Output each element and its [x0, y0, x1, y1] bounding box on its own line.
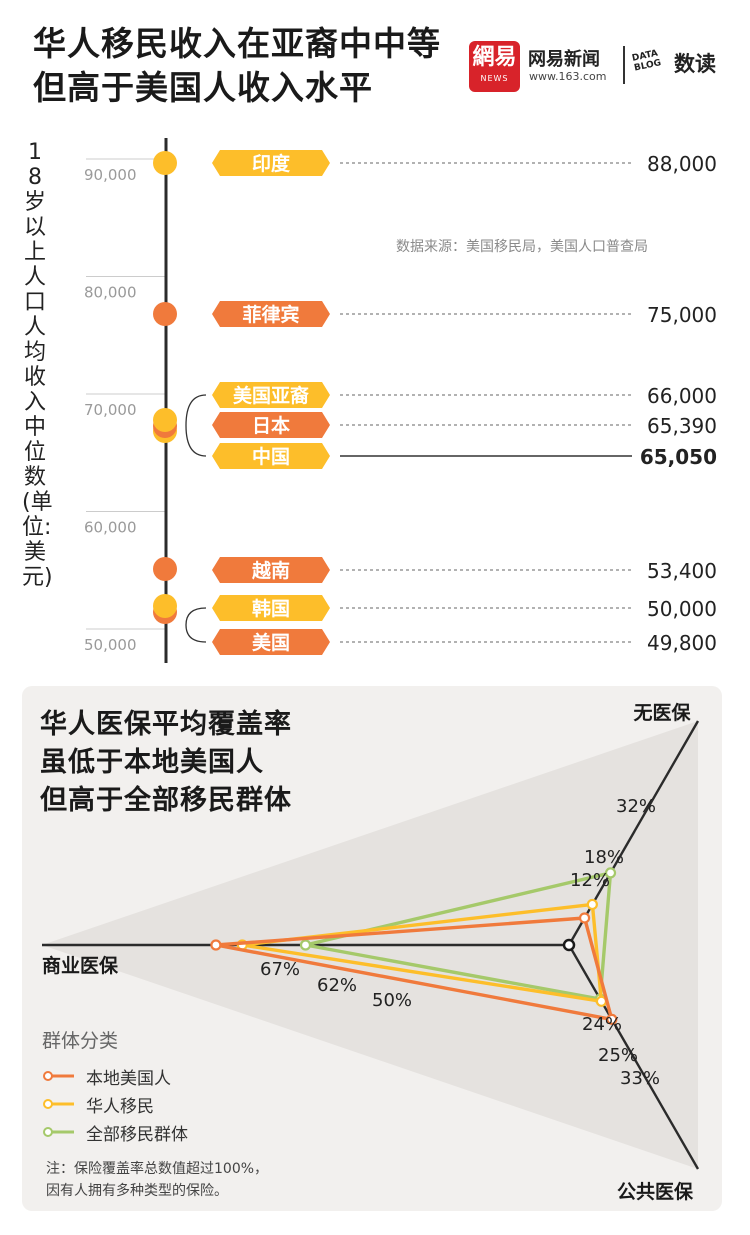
category-tag — [212, 443, 330, 469]
category-tag — [212, 629, 330, 655]
radar-axis-label: 商业医保 — [42, 954, 119, 977]
data-point — [153, 557, 177, 581]
legend-swatch-dot — [43, 1099, 53, 1109]
radar-title-line3: 但高于全部移民群体 — [40, 785, 292, 816]
asian-group-bracket — [185, 394, 207, 457]
radar-series-line — [303, 871, 613, 1001]
radar-axis — [567, 944, 700, 1170]
legend-label: 华人移民 — [86, 1096, 154, 1117]
datablog-logo: DATA BLOG — [631, 48, 662, 74]
insurance-panel: 无医保公共医保 商业医保 12% 33% 67% 18% 25% 62% 32% 24% 50% 华… — [22, 686, 722, 1211]
radar-axis-label: 无医保 — [633, 701, 691, 724]
footnote-line1: 注：保险覆盖率总数值超过100%， — [46, 1161, 269, 1177]
radar-point — [299, 939, 312, 951]
radar-point — [604, 867, 617, 879]
radar-point — [586, 898, 598, 911]
footnote: 注：保险覆盖率总数值超过100%， 因有人拥有多种类型的保险。 — [46, 1158, 268, 1202]
radar-title-line2: 虽低于本地美国人 — [40, 747, 264, 778]
brand-divider — [623, 46, 625, 84]
radar-axis-label: 公共医保 — [617, 1180, 694, 1203]
data-source: 数据来源：美国移民局，美国人口普查局 — [396, 239, 648, 255]
category-tag — [212, 557, 330, 583]
korea-us-bracket — [185, 607, 207, 643]
legend-item: 华人移民 — [42, 1092, 154, 1117]
category-tag — [212, 150, 330, 176]
category-label: 中国 — [252, 445, 290, 468]
legend-swatch — [43, 1127, 74, 1137]
category-label: 韩国 — [252, 597, 290, 620]
value-label: 49,800 — [647, 631, 717, 655]
income-chart: 90,000 80,000 70,000 60,000 50,000 88,000 印度 75… — [84, 138, 717, 663]
footnote-line2: 因有人拥有多种类型的保险。 — [46, 1183, 228, 1199]
legend-swatch — [43, 1099, 74, 1109]
radar-value-label: 32% — [616, 796, 656, 817]
radar-value-label: 50% — [372, 990, 412, 1011]
shudu-label: 数读 — [674, 52, 716, 76]
category-label: 菲律宾 — [242, 303, 299, 326]
radar-point — [578, 912, 591, 924]
value-label: 88,000 — [647, 152, 717, 176]
category-tag — [212, 412, 330, 438]
value-label: 75,000 — [647, 303, 717, 327]
radar-title: 华人医保平均覆盖率 虽低于本地美国人 但高于全部移民群体 — [40, 706, 292, 820]
category-label: 日本 — [252, 414, 290, 437]
legend-item: 全部移民群体 — [42, 1120, 188, 1145]
logo-sub: NEWS — [480, 74, 509, 83]
radar-title-line1: 华人医保平均覆盖率 — [40, 709, 292, 740]
ytick-label: 70,000 — [84, 401, 137, 419]
radar-series-line — [240, 902, 604, 1003]
legend-label: 本地美国人 — [86, 1068, 171, 1089]
radar-value-label: 67% — [260, 959, 300, 980]
radar-value-label: 33% — [620, 1068, 660, 1089]
radar-center — [562, 938, 576, 952]
radar-point — [606, 1013, 618, 1025]
value-label: 66,000 — [647, 384, 717, 408]
value-label: 53,400 — [647, 559, 717, 583]
radar-point — [210, 939, 222, 951]
radar-value-label: 25% — [598, 1045, 638, 1066]
category-tag — [212, 595, 330, 621]
category-label: 美国亚裔 — [233, 384, 309, 407]
value-label: 65,050 — [640, 445, 717, 469]
category-tag — [212, 301, 330, 327]
ytick-label: 50,000 — [84, 636, 137, 654]
legend-item: 本地美国人 — [42, 1064, 171, 1089]
radar-value-label: 24% — [582, 1014, 622, 1035]
page-title-line2: 但高于美国人收入水平 — [33, 68, 373, 107]
brand-name: 网易新闻 — [528, 49, 600, 70]
legend-swatch-dot — [43, 1127, 53, 1137]
netease-logo: 網易 NEWS — [469, 41, 520, 92]
legend-label: 全部移民群体 — [86, 1124, 188, 1145]
legend-title: 群体分类 — [42, 1030, 119, 1052]
legend-swatch-dot — [43, 1071, 53, 1081]
radar-series-line — [214, 916, 614, 1022]
radar-value-label: 18% — [584, 847, 624, 868]
legend-swatch — [43, 1071, 74, 1081]
income-axis-label: 18岁以上人口人均收入中位数(单位:美元) — [22, 140, 53, 590]
value-label: 50,000 — [647, 597, 717, 621]
data-point — [153, 594, 177, 618]
ytick-label: 80,000 — [84, 284, 137, 302]
page-title-line1: 华人移民收入在亚裔中中等 — [33, 24, 441, 63]
data-point — [153, 151, 177, 175]
radar-value-label: 12% — [570, 870, 610, 891]
category-label: 越南 — [251, 559, 290, 582]
value-label: 65,390 — [647, 414, 717, 438]
category-label: 美国 — [252, 631, 290, 654]
data-point — [153, 302, 177, 326]
ytick-label: 60,000 — [84, 519, 137, 537]
category-label: 印度 — [252, 152, 291, 175]
radar-value-label: 62% — [317, 975, 357, 996]
brand-url: www.163.com — [529, 70, 607, 83]
data-point — [153, 408, 177, 432]
ytick-label: 90,000 — [84, 166, 137, 184]
page-title: 华人移民收入在亚裔中中等 但高于美国人收入水平 — [33, 22, 441, 110]
logo-text: 網易 — [472, 45, 517, 70]
category-tag — [212, 382, 330, 408]
